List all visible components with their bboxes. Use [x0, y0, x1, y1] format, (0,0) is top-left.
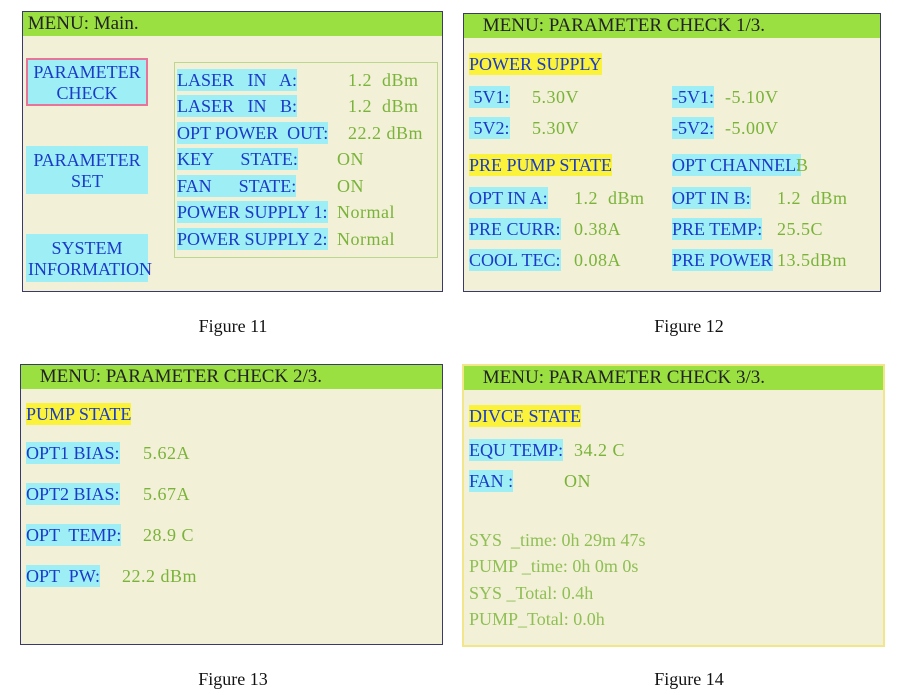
opt1-bias-label: OPT1 BIAS: — [26, 442, 120, 464]
opt-power-out-label: OPT POWER OUT: — [177, 122, 329, 144]
figure-12-caption: Figure 12 — [654, 316, 724, 336]
fan-label: FAN : — [469, 470, 514, 492]
opt-channel-value: B — [796, 155, 809, 175]
key-state-value: ON — [337, 149, 364, 169]
pump-state-header: PUMP STATE — [26, 403, 132, 425]
pre-power-value: 13.5dBm — [777, 250, 848, 270]
opt-in-b-value: 1.2 dBm — [777, 188, 848, 208]
pre-temp-value: 25.5C — [777, 219, 824, 239]
power-supply-1-label: POWER SUPPLY 1: — [177, 201, 328, 223]
power-supply-1-value: Normal — [337, 202, 395, 222]
fan-value: ON — [564, 471, 591, 491]
menu-title: MENU: Main. — [23, 12, 442, 36]
key-state-label: KEY STATE: — [177, 148, 298, 170]
figure-14-panel: MENU: PARAMETER CHECK 3/3. DIVCE STATE E… — [462, 364, 885, 647]
pre-power-label: PRE POWER — [672, 249, 773, 271]
sys-total: SYS _Total: 0.4h — [469, 583, 594, 603]
laser-in-b-value: 1.2 dBm — [348, 96, 419, 116]
sys-time: SYS _time: 0h 29m 47s — [469, 530, 646, 550]
opt-in-b-label: OPT IN B: — [672, 187, 751, 209]
pre-curr-label: PRE CURR: — [469, 218, 561, 240]
opt-pw-label: OPT PW: — [26, 565, 101, 587]
figure-12-panel: MENU: PARAMETER CHECK 1/3. POWER SUPPLY … — [463, 13, 881, 292]
pre-curr-value: 0.38A — [574, 219, 621, 239]
neg-5v2-label: -5V2: — [672, 117, 714, 139]
fan-state-label: FAN STATE: — [177, 175, 297, 197]
device-state-header: DIVCE STATE — [469, 405, 582, 427]
equ-temp-label: EQU TEMP: — [469, 439, 564, 461]
opt2-bias-label: OPT2 BIAS: — [26, 483, 120, 505]
opt-temp-value: 28.9 C — [143, 525, 195, 545]
opt-in-a-value: 1.2 dBm — [574, 188, 645, 208]
fan-state-value: ON — [337, 176, 364, 196]
5v1-value: 5.30V — [532, 87, 579, 107]
5v2-label: 5V2: — [469, 117, 510, 139]
power-supply-2-label: POWER SUPPLY 2: — [177, 228, 328, 250]
pre-pump-state-header: PRE PUMP STATE — [469, 154, 612, 176]
laser-in-b-label: LASER IN B: — [177, 95, 298, 117]
figure-14-caption: Figure 14 — [654, 669, 724, 689]
laser-in-a-value: 1.2 dBm — [348, 70, 419, 90]
laser-in-a-label: LASER IN A: — [177, 69, 298, 91]
figure-11-caption: Figure 11 — [198, 316, 268, 336]
opt-power-out-value: 22.2 dBm — [348, 123, 424, 143]
opt-temp-label: OPT TEMP: — [26, 524, 122, 546]
pre-temp-label: PRE TEMP: — [672, 218, 763, 240]
equ-temp-value: 34.2 C — [574, 440, 626, 460]
menu-title: MENU: PARAMETER CHECK 1/3. — [464, 14, 880, 38]
status-group: LASER IN A: 1.2 dBm LASER IN B: 1.2 dBm … — [174, 62, 438, 258]
opt-in-a-label: OPT IN A: — [469, 187, 548, 209]
menu-title: MENU: PARAMETER CHECK 3/3. — [464, 366, 883, 390]
power-supply-header: POWER SUPPLY — [469, 53, 602, 75]
figure-11-panel: MENU: Main. PARAMETER CHECK PARAMETER SE… — [22, 11, 443, 292]
power-supply-2-value: Normal — [337, 229, 395, 249]
parameter-set-button[interactable]: PARAMETER SET — [26, 146, 148, 194]
5v1-label: 5V1: — [469, 86, 510, 108]
neg-5v2-value: -5.00V — [725, 118, 779, 138]
figure-13-caption: Figure 13 — [198, 669, 268, 689]
5v2-value: 5.30V — [532, 118, 579, 138]
pump-time: PUMP _time: 0h 0m 0s — [469, 556, 639, 576]
system-information-button[interactable]: SYSTEM INFORMATION — [26, 234, 152, 282]
opt2-bias-value: 5.67A — [143, 484, 190, 504]
cool-tec-label: COOL TEC: — [469, 249, 561, 271]
neg-5v1-label: -5V1: — [672, 86, 714, 108]
pump-total: PUMP_Total: 0.0h — [469, 609, 605, 629]
opt-channel-label: OPT CHANNEL: — [672, 154, 802, 176]
figure-13-panel: MENU: PARAMETER CHECK 2/3. PUMP STATE OP… — [20, 364, 443, 645]
neg-5v1-value: -5.10V — [725, 87, 779, 107]
opt1-bias-value: 5.62A — [143, 443, 190, 463]
cool-tec-value: 0.08A — [574, 250, 621, 270]
opt-pw-value: 22.2 dBm — [122, 566, 198, 586]
parameter-check-button[interactable]: PARAMETER CHECK — [26, 58, 148, 106]
menu-title: MENU: PARAMETER CHECK 2/3. — [21, 365, 442, 389]
